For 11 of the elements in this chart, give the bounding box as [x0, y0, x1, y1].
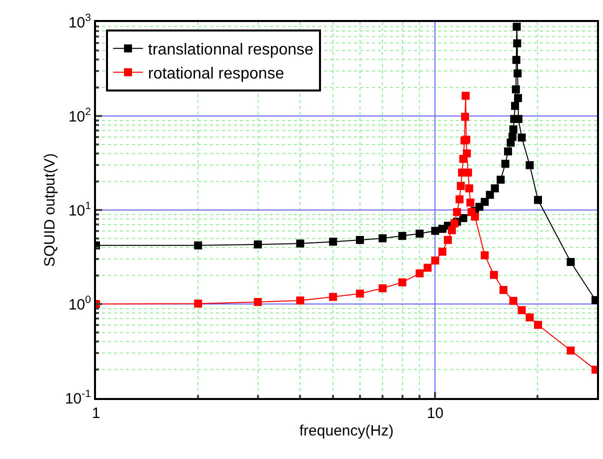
y-axis-title: SQUID output(V): [42, 153, 59, 267]
y-tick-label: 10$^{2}$: [68, 106, 92, 126]
legend-label: translationnal response: [148, 42, 314, 59]
legend-label: rotational response: [148, 65, 284, 82]
y-tick-label: 10$^{1}$: [68, 200, 92, 220]
x-tick-label: 1: [92, 405, 100, 422]
x-tick-label: 10: [426, 405, 444, 422]
y-tick-label: 10$^{0}$: [68, 294, 92, 314]
y-tick-label: 10$^{3}$: [68, 12, 92, 32]
y-tick-label: 10$^{-1}$: [64, 388, 92, 408]
x-axis-title: frequency(Hz): [299, 422, 394, 440]
